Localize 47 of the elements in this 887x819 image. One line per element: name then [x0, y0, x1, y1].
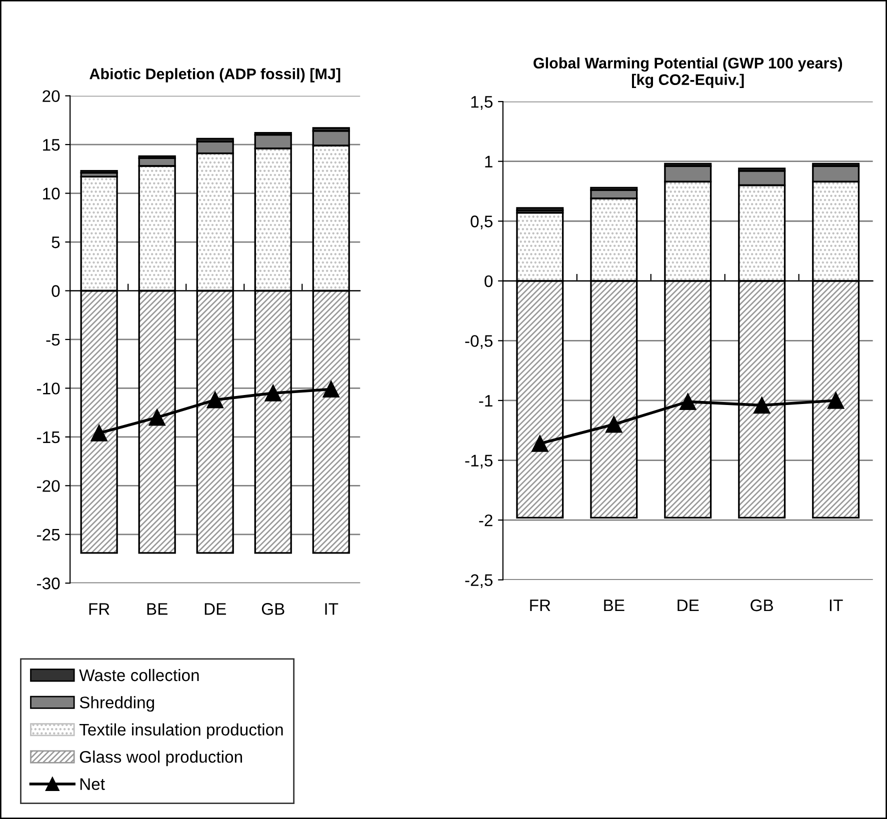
y-tick-label: 0,5	[470, 216, 493, 230]
legend-label: Shredding	[80, 696, 154, 712]
y-tick-label: -20	[37, 480, 60, 492]
point	[148, 409, 166, 426]
y-tick-label: 1	[485, 156, 492, 168]
y-tick-label: -10	[37, 382, 60, 394]
y-tick-label: -1,5	[465, 454, 493, 468]
point	[90, 424, 108, 442]
x-tick-label: GB	[262, 603, 284, 615]
chart-title: Global Warming Potential (GWP 100 years) [kg CO2-Equiv.]	[534, 57, 842, 88]
y-tick-label: -2	[479, 514, 492, 526]
point	[322, 380, 340, 398]
x-tick-label: IT	[325, 603, 338, 615]
legend-label: Waste collection	[79, 668, 199, 682]
y-tick-label: 1,5	[471, 96, 493, 110]
y-tick-label: 5	[52, 236, 60, 248]
y-tick-label: -5	[46, 334, 60, 346]
point	[680, 393, 696, 410]
y-tick-label: -25	[37, 528, 60, 541]
y-tick-label: 20	[42, 90, 60, 102]
point	[264, 384, 282, 402]
y-tick-label: -2,5	[465, 574, 493, 588]
y-tick-label: -0,5	[465, 335, 493, 349]
x-tick-label: BE	[604, 600, 624, 612]
legend-label: Glass wool production	[80, 750, 242, 766]
legend-label: Net	[80, 778, 105, 790]
y-tick-label: -15	[37, 432, 60, 444]
x-tick-label: IT	[830, 600, 843, 612]
y-tick-label: 10	[43, 188, 60, 200]
x-tick-label: DE	[678, 600, 699, 612]
point	[606, 416, 622, 433]
y-tick-label: 15	[43, 139, 60, 151]
x-tick-label: GB	[750, 599, 774, 612]
point	[532, 435, 548, 452]
legend-label: Textile insulation production	[79, 723, 283, 739]
x-tick-label: BE	[147, 603, 168, 615]
y-tick-label: 0	[484, 275, 493, 288]
x-tick-label: FR	[530, 600, 550, 612]
y-tick-label: -30	[37, 578, 60, 590]
y-tick-label: -1	[479, 395, 492, 407]
y-tick-label: 0	[52, 285, 60, 297]
chart-title: Abiotic Depletion (ADP fossil) [MJ]	[90, 68, 340, 82]
point	[206, 392, 224, 408]
point	[754, 396, 770, 414]
point	[827, 392, 844, 409]
x-tick-label: DE	[204, 603, 226, 615]
x-tick-label: FR	[89, 603, 110, 615]
